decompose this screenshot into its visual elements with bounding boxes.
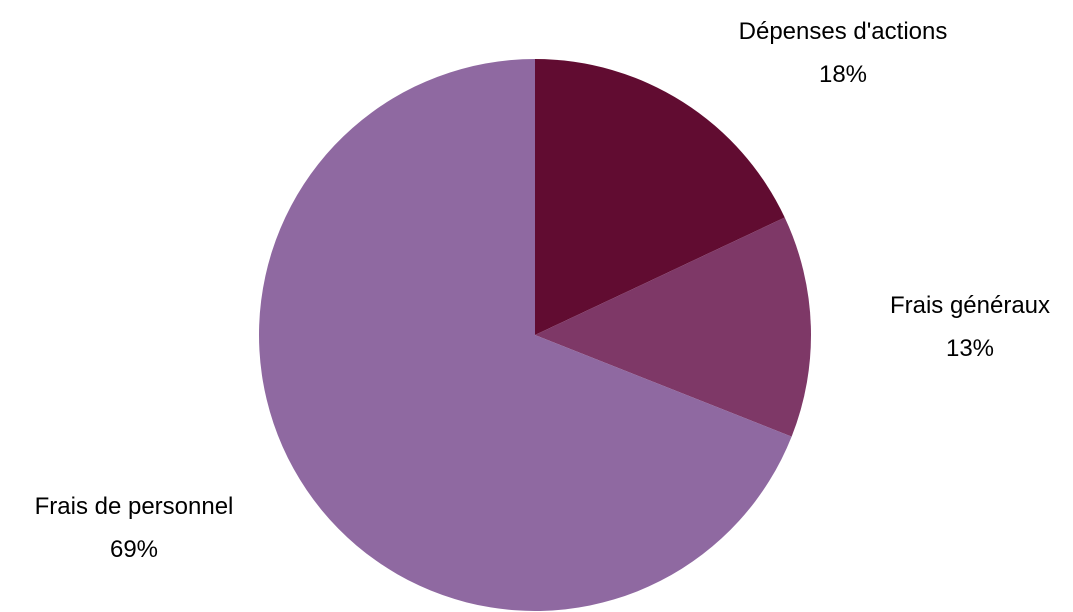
pie-slice-frais-generaux [535, 217, 812, 437]
pie-slices [259, 59, 812, 611]
slice-label-frais-generaux: Frais généraux [890, 292, 1050, 319]
slice-label-frais-de-personnel: Frais de personnel [35, 493, 234, 520]
slice-percent-frais-generaux: 13% [946, 335, 994, 362]
pie-slice-frais-de-personnel [259, 59, 792, 611]
slice-label-depenses-d-actions: Dépenses d'actions [739, 18, 948, 45]
pie-slice-depenses-d-actions [535, 59, 785, 335]
slice-labels: Dépenses d'actions 18% Frais généraux 13… [35, 18, 1050, 563]
slice-percent-frais-de-personnel: 69% [110, 536, 158, 563]
slice-percent-depenses-d-actions: 18% [819, 61, 867, 88]
